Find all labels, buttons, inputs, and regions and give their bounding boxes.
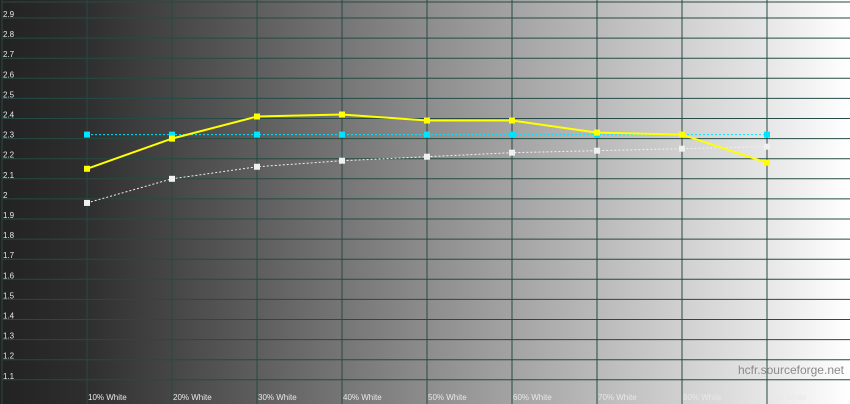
y-tick-label: 2.4 (3, 111, 15, 120)
x-tick-label: 30% White (258, 393, 297, 402)
series-2 (84, 143, 770, 206)
data-point (424, 131, 430, 138)
y-tick-label: 1.9 (3, 211, 15, 220)
y-tick-label: 2.6 (3, 70, 15, 79)
data-point (84, 131, 90, 138)
y-tick-label: 1.7 (3, 251, 15, 260)
y-tick-label: 1.6 (3, 271, 15, 280)
x-tick-label: 10% White (88, 393, 127, 402)
data-point (509, 149, 515, 156)
data-point (169, 175, 175, 182)
data-point (339, 111, 345, 118)
y-tick-label: 2.8 (3, 30, 15, 39)
data-point (424, 153, 430, 160)
data-point (169, 131, 175, 138)
y-tick-label: 1.4 (3, 312, 15, 321)
data-point (339, 157, 345, 164)
y-tick-label: 1.1 (3, 372, 15, 381)
series-0 (84, 111, 770, 172)
series-layer (84, 111, 770, 206)
y-tick-label: 2.2 (3, 151, 15, 160)
data-point (594, 129, 600, 136)
x-tick-label: 40% White (343, 393, 382, 402)
data-point (424, 117, 430, 124)
data-point (254, 113, 260, 120)
x-tick-label: 20% White (173, 393, 212, 402)
data-point (594, 147, 600, 154)
data-point (254, 163, 260, 170)
data-point (764, 131, 770, 138)
x-tick-label: 60% White (513, 393, 552, 402)
data-point (679, 145, 685, 152)
data-point (169, 135, 175, 142)
x-tick-label: 80% White (683, 393, 722, 402)
y-tick-label: 2.1 (3, 171, 15, 180)
data-point (509, 131, 515, 138)
y-tick-label: 2.5 (3, 90, 15, 99)
data-point (84, 165, 90, 172)
x-tick-label: 50% White (428, 393, 467, 402)
data-point (339, 131, 345, 138)
data-point (254, 131, 260, 138)
y-tick-label: 1.3 (3, 332, 15, 341)
data-point (679, 131, 685, 138)
watermark: hcfr.sourceforge.net (738, 363, 845, 377)
y-tick-label: 2.7 (3, 50, 15, 59)
x-tick-label: 90% White (768, 393, 807, 402)
y-tick-label: 1.2 (3, 352, 15, 361)
y-axis: 1.1 1.2 1.3 1.4 1.5 1.6 1.7 1.8 1.9 2 2.1 2.2 2.3 2.4… (3, 10, 15, 381)
data-point (84, 199, 90, 206)
data-point (764, 159, 770, 166)
y-tick-label: 1.8 (3, 231, 15, 240)
y-tick-label: 2.9 (3, 10, 15, 19)
x-tick-label: 70% White (598, 393, 637, 402)
data-point (509, 117, 515, 124)
x-axis: 10% White 20% White 30% White 40% White 50% … (88, 393, 807, 402)
y-tick-label: 2.3 (3, 131, 15, 140)
y-tick-label: 2 (3, 191, 8, 200)
data-point (764, 143, 770, 150)
y-tick-label: 1.5 (3, 291, 15, 300)
